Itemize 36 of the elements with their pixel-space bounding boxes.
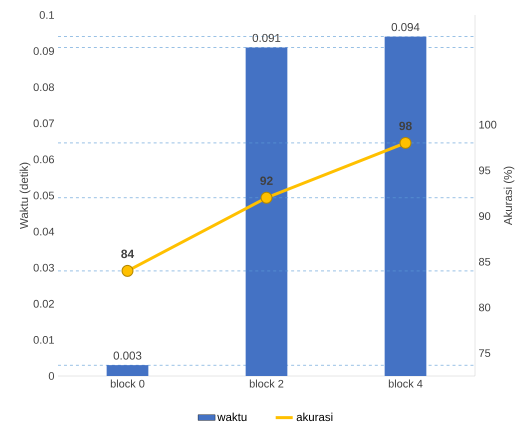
legend-label: waktu [217,412,246,422]
y2-axis-title: Akurasi (%) [504,166,514,226]
bar [106,365,148,376]
data-label: 92 [260,176,273,185]
y-tick-label: 0.08 [34,83,54,92]
y-tick-label: 0.01 [34,336,54,344]
x-tick-label: block 4 [388,380,423,388]
point [122,264,134,277]
y2-tick-label: 85 [478,258,490,266]
y2-tick-label: 75 [479,349,490,357]
y-tick-label: 0.05 [34,192,54,200]
y2-tick-label: 100 [479,120,496,129]
x-tick-label: block 2 [250,380,284,388]
y-tick-label: 0.04 [34,228,54,236]
data-label: 0.094 [392,23,420,32]
bar [246,47,288,376]
y-axis-title: Waktu (detik) [20,162,30,229]
point [260,192,272,204]
y-tick-label: 0 [48,372,54,380]
y2-tick-label: 90 [479,212,490,220]
bar [384,36,426,376]
y2-tick-label: 80 [478,304,490,312]
data-label: 0.091 [252,34,280,42]
y-tick-label: 0.02 [34,300,54,308]
y-tick-label: 0.06 [34,156,54,164]
x-tick-label: block 0 [110,380,144,388]
data-label: 0.003 [114,352,142,360]
y-tick-label: 0.07 [34,119,54,128]
y-tick-label: 0.09 [34,47,54,55]
y-tick-label: 0.1 [40,11,54,19]
y-tick-label: 0.03 [34,264,54,272]
data-label: 84 [121,250,134,258]
legend-label: akurasi [296,412,332,422]
data-label: 98 [399,122,412,130]
point [400,136,412,149]
y2-tick-label: 95 [479,166,490,174]
